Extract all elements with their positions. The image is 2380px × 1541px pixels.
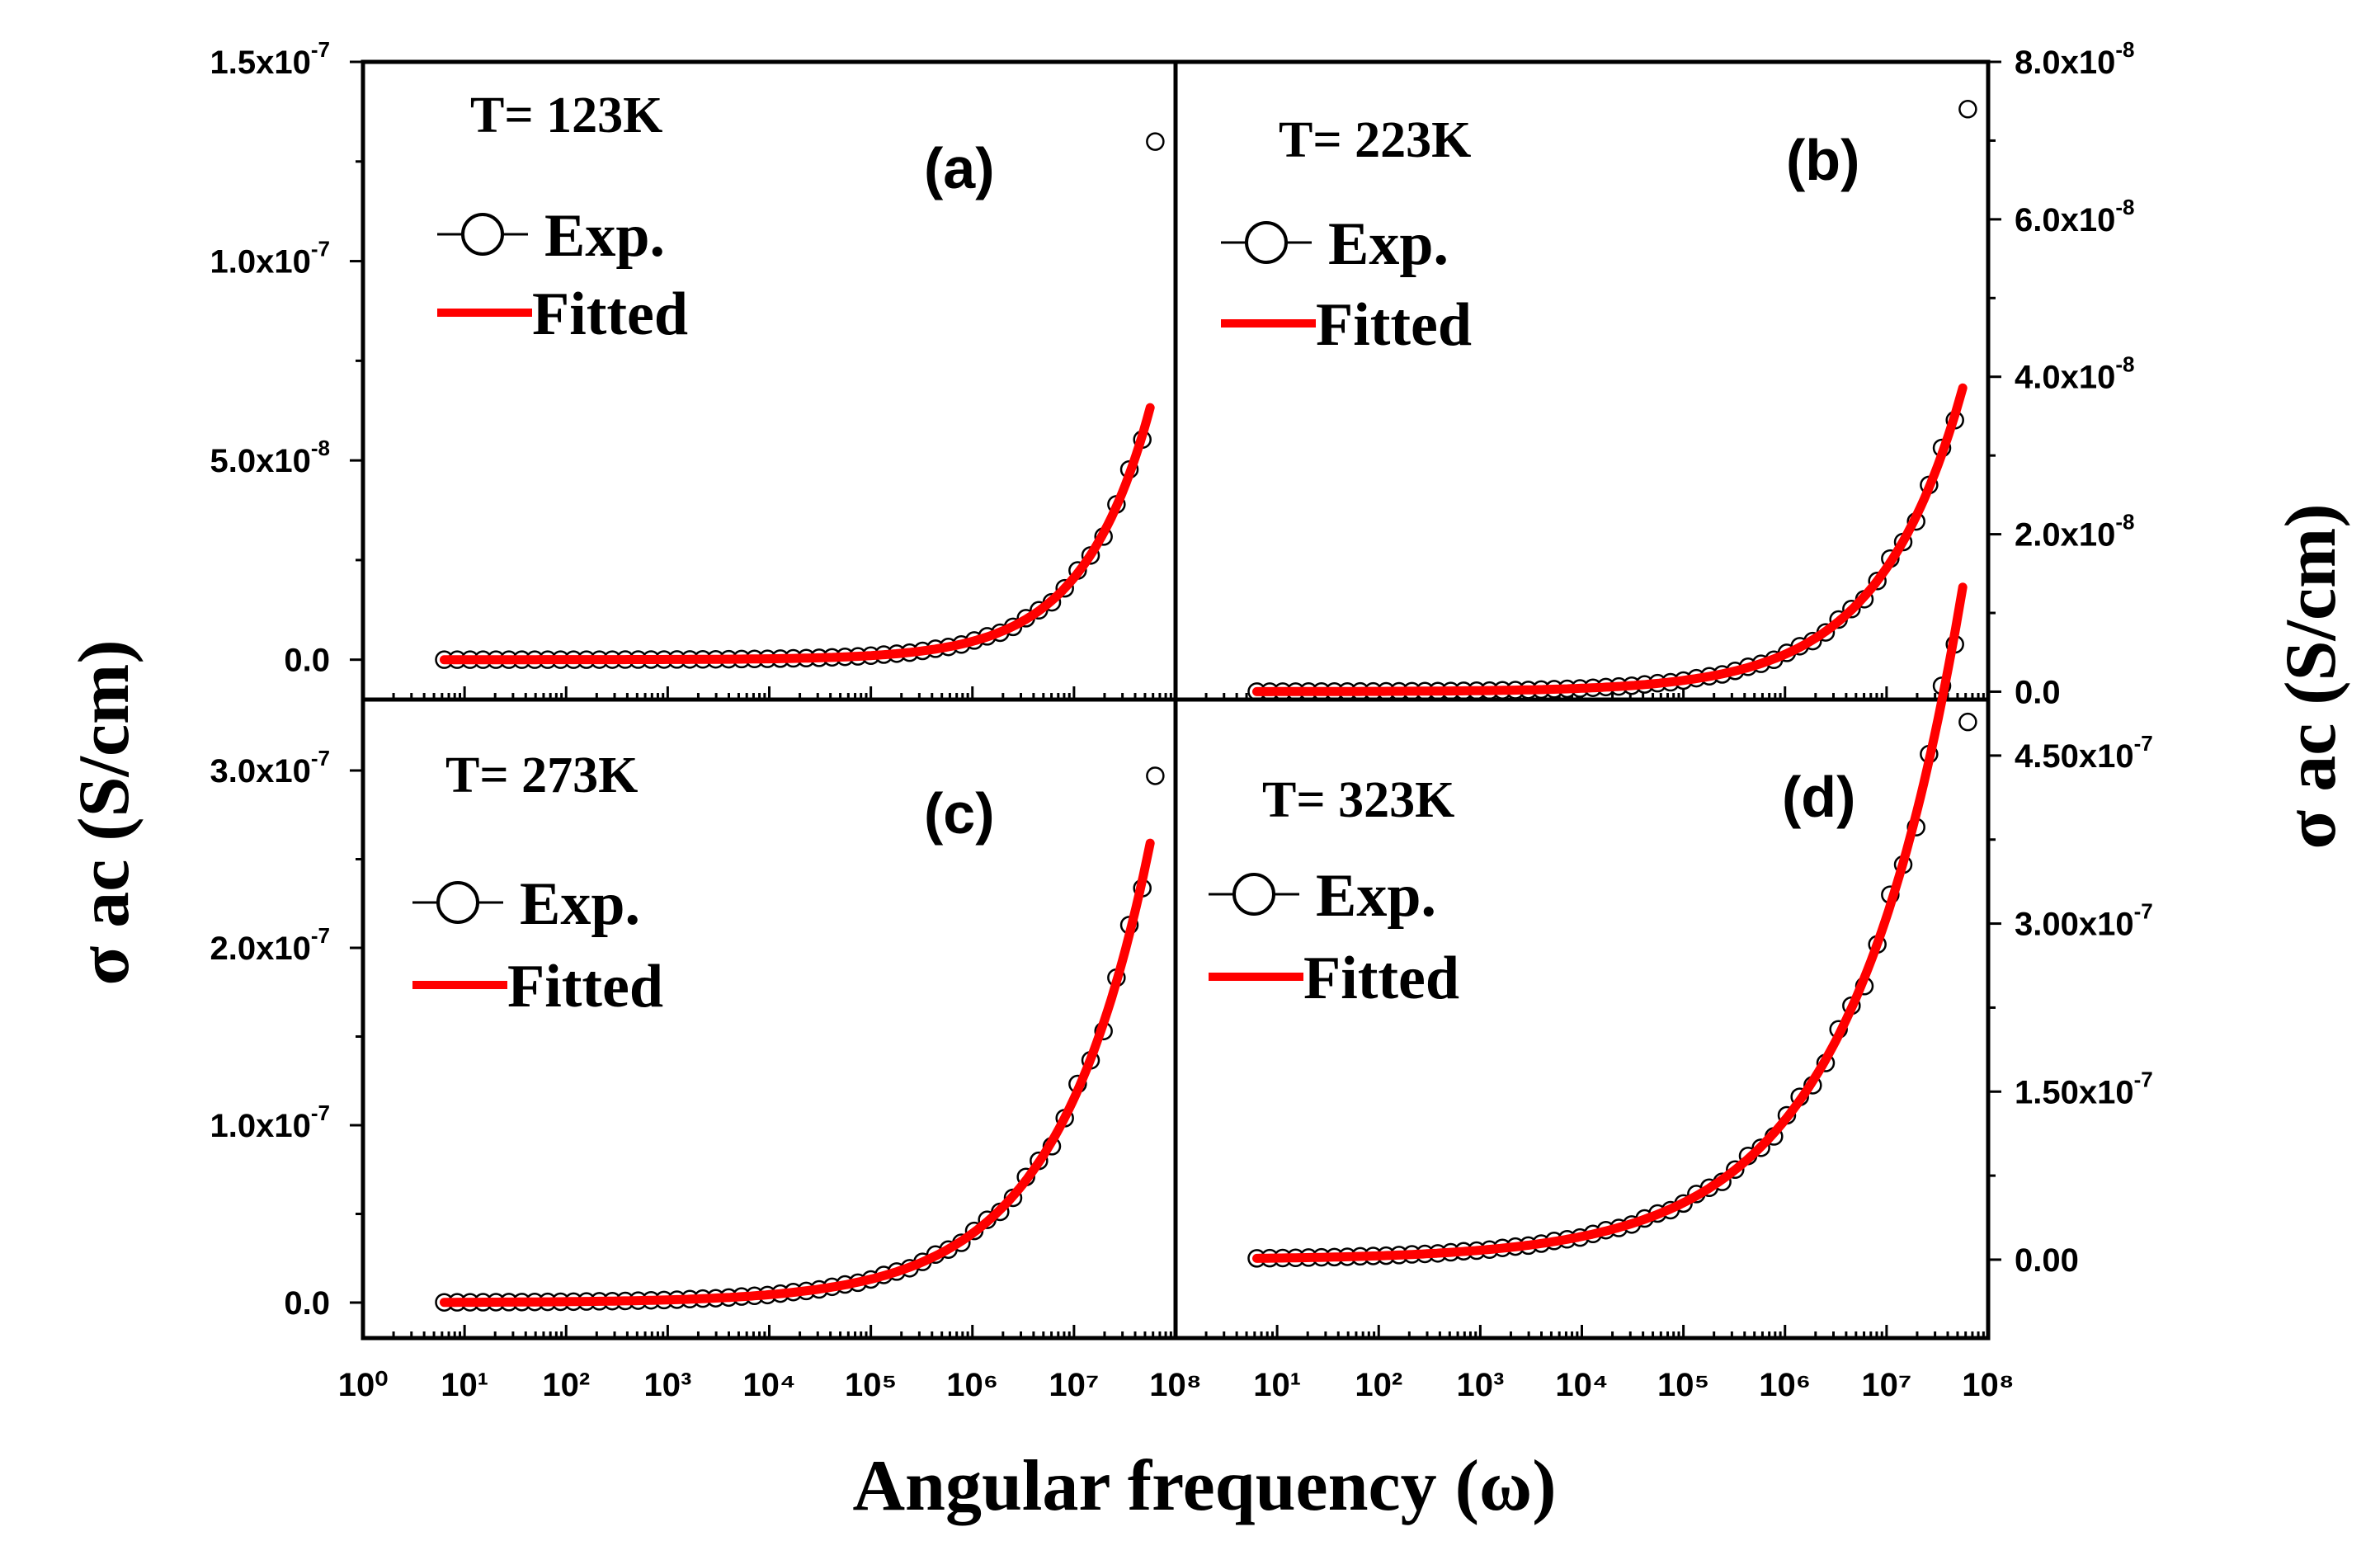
y-tick-label: 5.0x10-8 — [210, 436, 330, 479]
y-tick-label: 2.0x10-8 — [2015, 510, 2134, 554]
fit-curve — [440, 838, 1155, 1308]
x-tick-label: 10¹ — [441, 1367, 488, 1403]
panels: 0.0 5.0x10-8 1.0x10-7 1.5x10-7 T= 123K (a) Exp… — [210, 37, 2153, 1403]
y-tick-label: 0.0 — [284, 643, 330, 679]
exp-point — [1146, 766, 1165, 785]
legend-fit-label: Fitted — [507, 953, 663, 1020]
panel-c: 10⁰ 10¹ 10² 10³ 10⁴ 10⁵ 10⁶ 10⁷ 10⁸ 0.0 1.0x10-7 2.… — [210, 697, 1202, 1403]
legend: Exp. Fitted — [1221, 210, 1472, 359]
panel-a: 0.0 5.0x10-8 1.0x10-7 1.5x10-7 T= 123K (a) Exp… — [210, 37, 1178, 702]
exp-point — [1146, 132, 1165, 151]
x-tick-label: 10⁶ — [946, 1367, 998, 1403]
y-tick-label: 1.5x10-7 — [210, 37, 330, 81]
legend-exp-marker — [1245, 221, 1288, 264]
y-tick-label: 3.00x10-7 — [2015, 899, 2153, 943]
x-tick-label: 10⁷ — [1861, 1367, 1911, 1403]
legend-exp-label: Exp. — [1328, 210, 1449, 278]
exp-series — [1247, 100, 1977, 701]
legend-exp-marker — [461, 213, 504, 256]
x-tick-label: 10⁴ — [1555, 1367, 1608, 1403]
y-tick-label: 1.0x10-7 — [210, 237, 330, 280]
legend-fit-label: Fitted — [1303, 945, 1459, 1012]
y-axis-title-left: σ ac (S/cm) — [64, 639, 144, 985]
legend-exp-label: Exp. — [1316, 862, 1436, 930]
legend: Exp. Fitted — [412, 870, 663, 1020]
panel-label: (a) — [924, 136, 995, 200]
fit-curve — [1252, 383, 1968, 696]
legend: Exp. Fitted — [1209, 862, 1459, 1012]
y-tick-label: 1.50x10-7 — [2015, 1067, 2153, 1110]
temperature-label: T= 123K — [470, 87, 662, 144]
legend-fit-label: Fitted — [532, 280, 688, 348]
fit-curve — [1252, 582, 1968, 1263]
y-tick-label: 0.0 — [2015, 674, 2061, 710]
x-axis-title: Angular frequency (ω) — [852, 1446, 1556, 1526]
x-tick-label: 10⁸ — [1149, 1367, 1201, 1403]
y-tick-label: 4.50x10-7 — [2015, 731, 2153, 775]
y-tick-label: 1.0x10-7 — [210, 1100, 330, 1144]
panel-b: 0.0 2.0x10-8 4.0x10-8 6.0x10-8 8.0x10-8 T= 22… — [1173, 37, 2134, 710]
panel-d: 10¹ 10² 10³ 10⁴ 10⁵ 10⁶ 10⁷ 10⁸ 0.00 1.50x10-7 3.0… — [1173, 582, 2153, 1403]
exp-series — [435, 766, 1165, 1312]
legend-exp-marker — [1232, 873, 1275, 916]
panel-label: (c) — [924, 781, 995, 846]
legend: Exp. Fitted — [437, 202, 688, 348]
x-tick-label: 10⁵ — [845, 1367, 897, 1403]
exp-point — [1958, 100, 1977, 119]
panel-label: (b) — [1786, 128, 1859, 192]
x-tick-label: 10² — [1355, 1367, 1402, 1403]
x-tick-label: 10⁸ — [1962, 1367, 2014, 1403]
y-tick-label: 4.0x10-8 — [2015, 352, 2134, 396]
y-tick-label: 0.00 — [2015, 1242, 2079, 1279]
temperature-label: T= 223K — [1279, 112, 1471, 168]
x-tick-label: 10¹ — [1253, 1367, 1301, 1403]
y-tick-label: 6.0x10-8 — [2015, 195, 2134, 238]
x-tick-label: 10³ — [643, 1367, 691, 1403]
x-tick-label: 10⁰ — [338, 1367, 389, 1403]
legend-exp-marker — [436, 881, 479, 924]
temperature-label: T= 273K — [445, 747, 638, 803]
fit-curve — [440, 403, 1155, 665]
y-tick-label: 0.0 — [284, 1285, 330, 1322]
legend-fit-label: Fitted — [1316, 291, 1472, 359]
exp-point — [1958, 712, 1977, 732]
x-tick-label: 10⁶ — [1759, 1367, 1811, 1403]
y-tick-label: 2.0x10-7 — [210, 923, 330, 967]
x-tick-label: 10² — [542, 1367, 590, 1403]
x-tick-label: 10⁷ — [1049, 1367, 1099, 1403]
temperature-label: T= 323K — [1262, 772, 1454, 828]
legend-exp-label: Exp. — [520, 870, 640, 938]
x-tick-label: 10³ — [1456, 1367, 1504, 1403]
panel-label: (d) — [1782, 765, 1855, 829]
x-tick-label: 10⁵ — [1657, 1367, 1709, 1403]
y-tick-label: 8.0x10-8 — [2015, 37, 2134, 81]
legend-exp-label: Exp. — [544, 202, 665, 270]
y-axis-title-right: σ ac (S/cm) — [2271, 503, 2351, 849]
y-tick-label: 3.0x10-7 — [210, 746, 330, 789]
x-tick-label: 10⁴ — [742, 1367, 795, 1403]
